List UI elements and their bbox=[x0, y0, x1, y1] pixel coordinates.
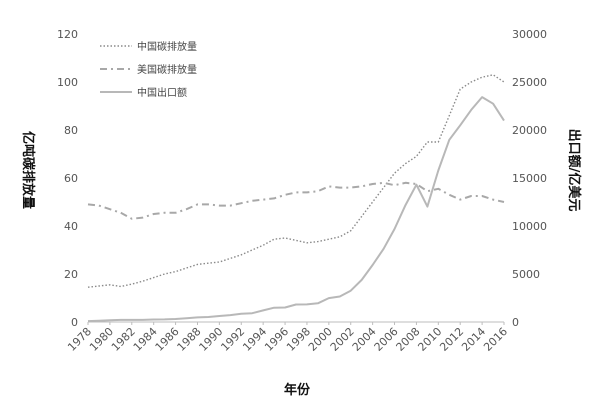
right-y-tick-label: 5000 bbox=[512, 268, 540, 281]
legend-label: 美国碳排放量 bbox=[137, 63, 197, 76]
right-y-tick-label: 25000 bbox=[512, 76, 547, 89]
x-ticks: 1978198019821984198619881990199219941996… bbox=[65, 322, 510, 354]
right-y-tick-label: 20000 bbox=[512, 124, 547, 137]
right-y-axis-title: 出口额/亿美元 bbox=[566, 129, 582, 212]
legend-label: 中国出口额 bbox=[137, 86, 187, 99]
legend-label: 中国碳排放量 bbox=[137, 40, 197, 53]
series-line bbox=[87, 96, 505, 323]
x-tick-label: 1986 bbox=[153, 325, 182, 354]
x-axis-title: 年份 bbox=[284, 382, 311, 398]
x-tick-label: 2016 bbox=[481, 325, 510, 354]
x-tick-label: 1992 bbox=[218, 325, 247, 354]
x-tick-label: 1998 bbox=[284, 325, 313, 354]
x-tick-label: 1984 bbox=[131, 325, 160, 354]
x-tick-label: 2010 bbox=[415, 325, 444, 354]
x-tick-label: 1994 bbox=[240, 325, 269, 354]
left-y-ticks: 0 20 40 60 80 100 120 bbox=[57, 28, 78, 329]
right-y-tick-label: 10000 bbox=[512, 220, 547, 233]
x-tick-label: 1982 bbox=[109, 325, 138, 354]
right-y-ticks: 0 5000 10000 15000 20000 25000 30000 bbox=[512, 28, 547, 329]
x-tick-label: 2004 bbox=[350, 325, 379, 354]
x-tick-label: 2002 bbox=[328, 325, 357, 354]
left-y-tick-label: 120 bbox=[57, 28, 78, 41]
x-tick-label: 1978 bbox=[65, 325, 94, 354]
left-y-axis-title: 亿吨碳排放量 bbox=[20, 131, 36, 209]
left-y-tick-label: 100 bbox=[57, 76, 78, 89]
right-y-tick-label: 30000 bbox=[512, 28, 547, 41]
x-tick-label: 2012 bbox=[437, 325, 466, 354]
x-tick-label: 2000 bbox=[306, 325, 335, 354]
left-y-tick-label: 40 bbox=[64, 220, 78, 233]
left-y-tick-label: 80 bbox=[64, 124, 78, 137]
right-y-tick-label: 0 bbox=[512, 316, 519, 329]
x-tick-label: 2008 bbox=[394, 325, 423, 354]
left-y-tick-label: 60 bbox=[64, 172, 78, 185]
series-lines bbox=[87, 74, 505, 323]
left-y-tick-label: 0 bbox=[71, 316, 78, 329]
series-line bbox=[87, 181, 505, 220]
x-tick-label: 1996 bbox=[262, 325, 291, 354]
x-tick-label: 2006 bbox=[372, 325, 401, 354]
right-y-tick-label: 15000 bbox=[512, 172, 547, 185]
left-y-tick-label: 20 bbox=[64, 268, 78, 281]
x-tick-label: 1990 bbox=[196, 325, 225, 354]
x-tick-label: 1980 bbox=[87, 325, 116, 354]
x-tick-label: 1988 bbox=[175, 325, 204, 354]
x-tick-label: 2014 bbox=[459, 325, 488, 354]
series-line bbox=[87, 74, 505, 288]
